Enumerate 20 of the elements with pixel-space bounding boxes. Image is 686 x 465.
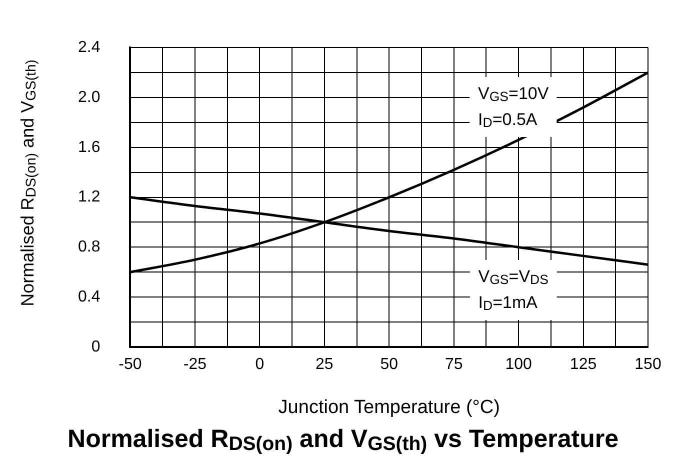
- y-tick-label: 0: [91, 338, 100, 356]
- x-tick-label: 75: [444, 356, 463, 374]
- x-tick-label: 150: [634, 356, 662, 374]
- y-tick-label: 1.2: [78, 188, 100, 206]
- x-axis-title: Junction Temperature (°C): [278, 396, 500, 418]
- text: V$_{GS}$=V$_{DS}$ I$_{D}$=1mA: [478, 267, 548, 314]
- y-tick-label: 2.4: [78, 39, 100, 56]
- y-tick-label: 0.8: [78, 238, 100, 256]
- x-tick-label: 100: [505, 356, 532, 374]
- text: V$_{GS}$=10V I$_{D}$=0.5A: [478, 84, 549, 130]
- y-tick-label: 2.0: [78, 88, 100, 106]
- x-tick-label: 25: [316, 356, 334, 374]
- x-tick-label: 0: [255, 356, 264, 374]
- x-tick-label: -50: [118, 356, 142, 374]
- y-tick-label: 1.6: [78, 138, 100, 156]
- x-tick-label: 125: [570, 356, 597, 374]
- x-tick-label: -25: [183, 356, 207, 374]
- x-tick-label: 50: [380, 356, 398, 374]
- y-tick-label: 0.4: [78, 288, 100, 306]
- text: Normalised R$_{DS(on)}$ and V$_{GS(th)}$ vs Temperature: [66, 425, 620, 455]
